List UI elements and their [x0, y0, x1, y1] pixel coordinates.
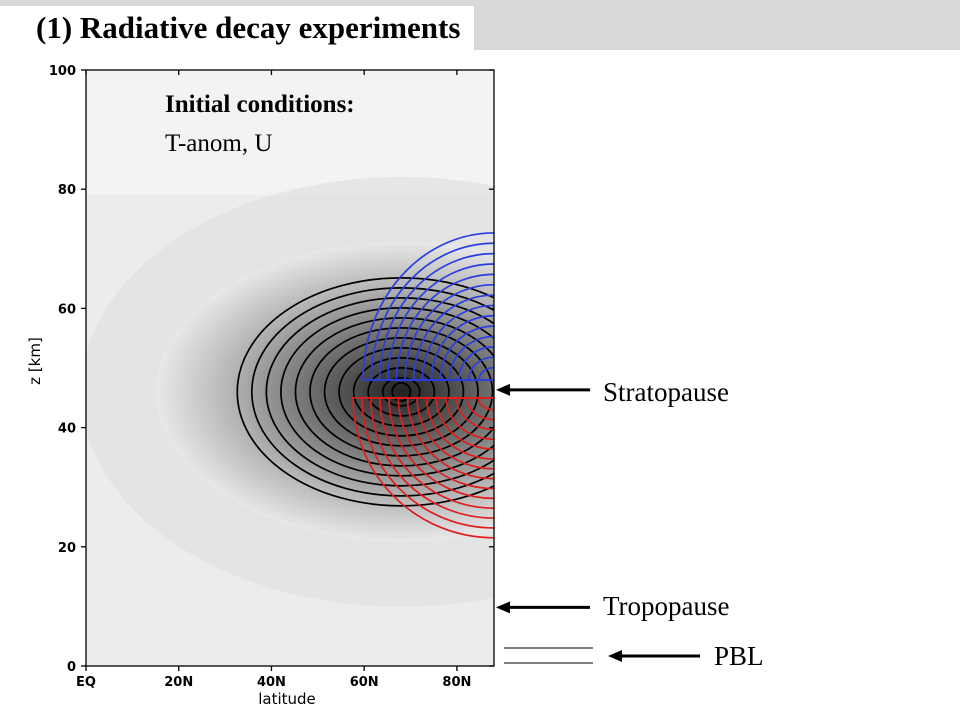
- wind-positive-contour: [370, 242, 494, 381]
- y-tick-label: 100: [49, 64, 76, 79]
- y-tick-label: 80: [58, 183, 76, 198]
- title-bar: (1) Radiative decay experiments: [0, 0, 960, 50]
- x-tick-label: 60N: [350, 675, 379, 690]
- wind-positive-contour: [439, 325, 494, 381]
- wind-positive-contour: [458, 345, 494, 381]
- x-tick-label: 80N: [442, 675, 471, 690]
- y-tick-label: 20: [58, 541, 76, 556]
- initial-conditions-fields: T-anom, U: [165, 130, 273, 157]
- y-tick-label: 0: [67, 660, 76, 675]
- initial-conditions-heading: Initial conditions:: [165, 91, 355, 118]
- stratopause-arrow-head: [496, 383, 510, 396]
- temperature-contour: [367, 366, 436, 417]
- slide-title: (1) Radiative decay experiments: [0, 6, 475, 50]
- temperature-contour: [309, 326, 494, 457]
- pbl-arrow-head: [608, 650, 622, 662]
- wind-negative-contour: [370, 396, 494, 519]
- temperature-contour: [294, 317, 494, 467]
- wind-negative-contour: [379, 396, 494, 510]
- temperature-contour: [381, 376, 421, 407]
- wind-negative-contour: [455, 396, 494, 431]
- y-tick-label: 60: [58, 302, 76, 317]
- wind-positive-contour: [404, 283, 494, 381]
- pbl-label: PBL: [714, 641, 764, 671]
- temperature-contour: [352, 356, 450, 427]
- tropopause-arrow-head: [496, 601, 510, 614]
- wind-negative-contour: [388, 396, 494, 500]
- wind-positive-contour: [395, 273, 494, 381]
- y-tick-label: 40: [58, 422, 76, 437]
- wind-positive-contour: [362, 232, 494, 381]
- x-tick-label: 40N: [257, 675, 286, 690]
- wind-negative-contour: [445, 396, 494, 441]
- wind-negative-contour: [397, 396, 494, 490]
- y-axis-label: z [km]: [26, 337, 44, 385]
- wind-positive-contour: [387, 263, 494, 381]
- temperature-contour: [236, 277, 494, 507]
- temperature-shade: [156, 241, 494, 542]
- x-axis-label: latitude: [258, 690, 316, 708]
- tropopause-label: Tropopause: [603, 591, 730, 621]
- wind-negative-contour: [435, 396, 494, 450]
- wind-positive-contour: [412, 294, 494, 381]
- temperature-contour: [265, 297, 494, 487]
- wind-positive-contour: [430, 314, 494, 381]
- plot-frame: [85, 69, 495, 667]
- wind-positive-contour: [421, 304, 494, 381]
- x-tick-label: EQ: [76, 675, 96, 690]
- wind-positive-contour: [448, 335, 494, 381]
- wind-negative-contour: [416, 396, 494, 470]
- wind-positive-contour: [378, 252, 494, 381]
- x-tick-label: 20N: [164, 675, 193, 690]
- wind-negative-contour: [425, 396, 494, 460]
- wind-negative-contour: [352, 396, 494, 539]
- stratopause-label: Stratopause: [603, 377, 729, 407]
- wind-negative-contour: [361, 396, 494, 529]
- wind-negative-contour: [406, 396, 494, 480]
- temperature-contour: [251, 287, 494, 497]
- temperature-max-contour: [391, 381, 412, 402]
